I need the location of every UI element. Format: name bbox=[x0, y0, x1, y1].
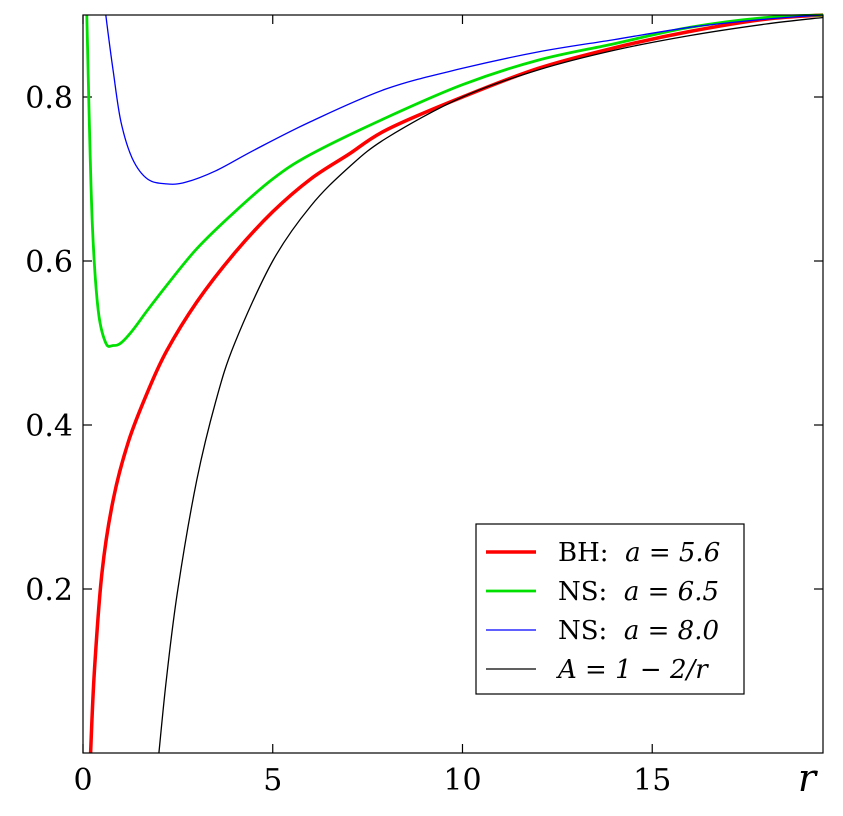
y-tick-label: 0.6 bbox=[25, 245, 73, 280]
legend-label-math: A = 1 − 2/r bbox=[556, 655, 709, 685]
y-tick-label: 0.4 bbox=[25, 409, 73, 444]
series-line bbox=[88, 13, 824, 754]
legend-label: BH: a = 5.6 bbox=[558, 538, 720, 568]
series-line bbox=[105, 14, 824, 185]
series-line bbox=[85, 13, 824, 348]
x-tick-label: 5 bbox=[263, 763, 282, 798]
legend-label-prefix: NS: bbox=[558, 616, 624, 646]
legend-label: NS: a = 8.0 bbox=[558, 616, 719, 646]
tick-labels: 0 5 10 15 0.2 0.4 0.6 0.8 bbox=[25, 81, 671, 798]
axis-ticks bbox=[82, 15, 823, 753]
legend-label: NS: a = 6.5 bbox=[558, 577, 719, 607]
legend-label-math: a = 5.6 bbox=[625, 538, 720, 568]
x-tick-label: 15 bbox=[633, 763, 671, 798]
y-tick-label: 0.2 bbox=[25, 573, 73, 608]
series-line bbox=[158, 16, 824, 754]
plot-frame bbox=[82, 14, 824, 754]
legend-label-math: a = 6.5 bbox=[624, 577, 719, 607]
legend-label-prefix: NS: bbox=[558, 577, 624, 607]
legend-label-math: a = 8.0 bbox=[624, 616, 719, 646]
x-tick-label: 0 bbox=[73, 763, 92, 798]
x-tick-label: 10 bbox=[443, 763, 481, 798]
x-axis-label: r bbox=[798, 756, 819, 800]
legend-label: A = 1 − 2/r bbox=[556, 655, 709, 685]
y-tick-label: 0.8 bbox=[25, 81, 73, 116]
legend: BH: a = 5.6NS: a = 6.5NS: a = 8.0A = 1 −… bbox=[475, 523, 745, 695]
chart-series bbox=[85, 13, 824, 754]
legend-label-prefix: BH: bbox=[558, 538, 625, 568]
